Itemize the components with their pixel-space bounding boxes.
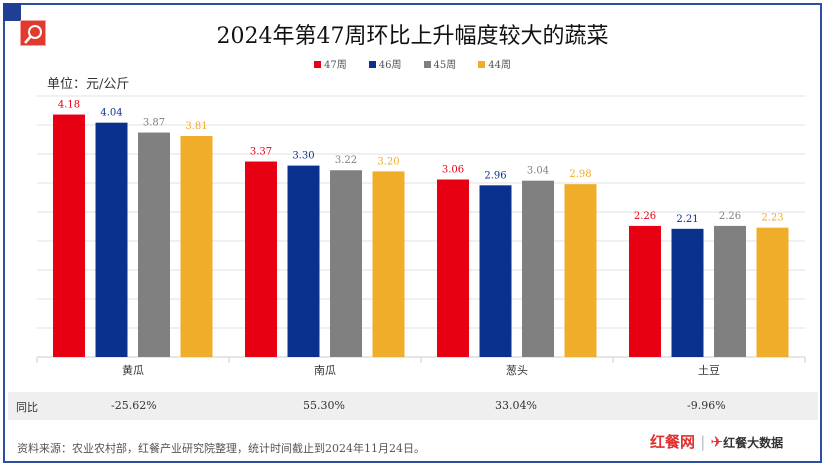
bar-chart: 黄瓜 4.18 4.04 3.87 3.81 南瓜 3.37 3.30 3.22 3.20 葱头 3.… [36,95,806,377]
bar [479,185,512,357]
legend-item: 47周 [314,56,347,71]
data-label: 2.96 [484,170,506,181]
bar [245,161,277,357]
data-label: 2.21 [676,214,698,225]
legend-label: 45周 [433,60,457,71]
data-label: 2.98 [569,169,591,180]
bar [287,165,320,357]
data-label: 4.04 [100,108,122,119]
bar [522,180,554,357]
data-label: 3.87 [143,118,165,129]
data-label: 3.20 [377,156,399,167]
x-tick-label: 南瓜 [314,364,336,377]
data-label: 2.23 [761,213,783,224]
bar [756,227,789,357]
bar [671,228,704,357]
data-label: 4.18 [58,100,80,111]
bar [629,225,661,357]
bar [437,179,469,357]
bar [95,122,128,358]
legend-item: 46周 [368,56,402,71]
legend: 47周 46周 45周 44周 [0,56,825,71]
data-label: 2.26 [634,211,656,222]
yoy-value: -9.96% [687,399,726,412]
yoy-table-row: 同比 -25.62% 55.30% 33.04% -9.96% [8,392,818,420]
data-label: 2.26 [719,211,741,222]
frame [3,3,822,463]
legend-label: 47周 [324,60,347,71]
bar [330,170,362,357]
bar [138,132,170,357]
yoy-value: 55.30% [303,399,345,412]
x-tick-label: 土豆 [698,364,720,377]
bar [53,114,85,357]
bar [714,225,746,357]
legend-swatch [423,61,431,68]
x-tick-label: 黄瓜 [122,363,144,377]
yoy-value: -25.62% [111,399,157,412]
yoy-label: 同比 [16,401,38,414]
search-icon [20,20,46,46]
brand-name: 红餐网 [650,433,696,451]
data-label: 3.22 [335,155,357,166]
data-label: 3.06 [442,165,464,176]
data-label: 3.81 [185,121,207,132]
legend-item: 45周 [423,56,457,71]
brand-logo: 红餐网 | ✈红餐大数据 [650,433,784,451]
yoy-value: 33.04% [495,399,537,412]
legend-item: 44周 [478,56,511,71]
legend-label: 46周 [378,60,402,71]
source-note: 资料来源：农业农村部，红餐产业研究院整理，统计时间截止到2024年11月24日。 [17,442,425,455]
legend-label: 44周 [488,60,511,71]
corner-decoration [3,3,21,21]
legend-swatch [478,61,486,68]
bar [180,136,213,357]
data-label: 3.30 [292,151,314,162]
chart-title: 2024年第47周环比上升幅度较大的蔬菜 [216,24,609,49]
legend-swatch [314,61,322,68]
bar [564,184,597,357]
unit-label: 单位：元/公斤 [47,77,130,92]
bar [372,171,405,357]
legend-swatch [368,61,376,68]
data-label: 3.37 [250,147,272,158]
data-label: 3.04 [527,166,549,177]
x-tick-label: 葱头 [506,364,528,377]
brand-name-2: 红餐大数据 [723,436,784,450]
